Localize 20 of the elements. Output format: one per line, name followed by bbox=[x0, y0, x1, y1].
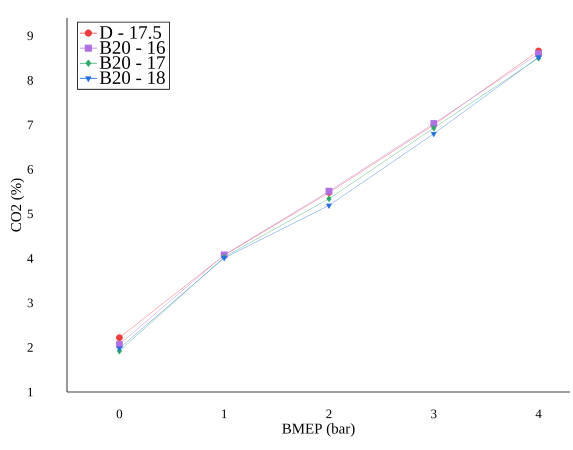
y-axis-title: CO2 (%) bbox=[10, 178, 24, 232]
y-tick-label: 3 bbox=[28, 298, 33, 308]
legend-label: D - 17.5 bbox=[100, 26, 162, 39]
x-tick-label: 0 bbox=[116, 410, 122, 418]
legend-label: B20 - 18 bbox=[100, 71, 165, 84]
y-tick-label: 9 bbox=[27, 31, 33, 40]
x-tick-label: 2 bbox=[326, 410, 332, 418]
x-tick-label: 3 bbox=[431, 410, 437, 418]
x-tick-label: 1 bbox=[222, 410, 227, 418]
x-tick-label: 4 bbox=[536, 410, 542, 418]
y-tick-label: 8 bbox=[28, 76, 33, 85]
y-tick-label: 4 bbox=[27, 254, 34, 263]
y-tick-label: 1 bbox=[28, 388, 33, 396]
y-tick-label: 5 bbox=[28, 210, 33, 218]
y-tick-label: 2 bbox=[28, 343, 33, 352]
y-tick-label: 6 bbox=[28, 165, 34, 174]
legend-label: B20 - 17 bbox=[100, 56, 165, 69]
legend-label: B20 - 16 bbox=[100, 41, 165, 54]
y-tick-label: 7 bbox=[28, 120, 34, 130]
x-axis-title: BMEP (bar) bbox=[282, 423, 355, 437]
